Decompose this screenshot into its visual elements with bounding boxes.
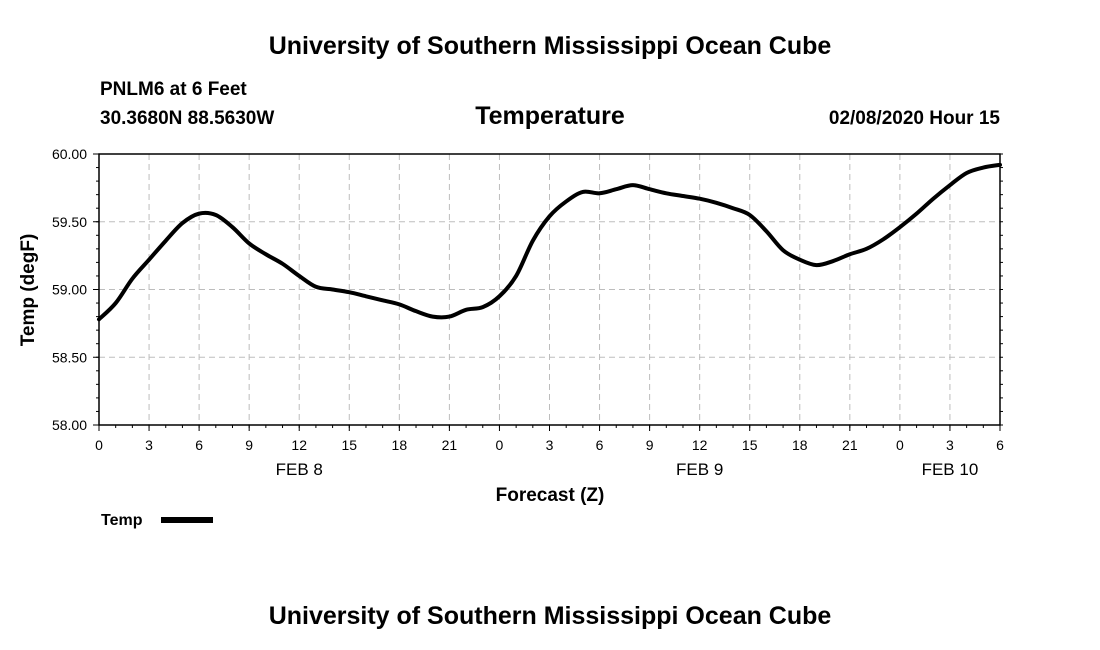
footer-title: University of Southern Mississippi Ocean… xyxy=(269,602,832,630)
x-tick-label: 6 xyxy=(996,437,1004,453)
chart-title: Temperature xyxy=(475,102,625,130)
y-tick-label: 59.50 xyxy=(52,214,87,230)
series-line-temp xyxy=(97,162,1002,322)
x-tick-label: 21 xyxy=(842,437,858,453)
y-tick-label: 58.50 xyxy=(52,349,87,365)
x-tick-label: 12 xyxy=(291,437,307,453)
y-axis: 58.00 58.50 59.00 59.50 60.00 xyxy=(52,146,1003,433)
x-tick-label: 0 xyxy=(95,437,103,453)
datetime-label: 02/08/2020 Hour 15 xyxy=(829,108,1001,129)
x-tick-label: 12 xyxy=(692,437,708,453)
x-tick-label: 21 xyxy=(442,437,458,453)
day-labels: FEB 8 FEB 9 FEB 10 xyxy=(276,460,979,479)
x-tick-label: 9 xyxy=(646,437,654,453)
grid-lines xyxy=(99,154,1000,425)
x-tick-label: 15 xyxy=(742,437,758,453)
header-title: University of Southern Mississippi Ocean… xyxy=(269,32,832,60)
x-tick-label: 0 xyxy=(496,437,504,453)
day-label: FEB 10 xyxy=(922,460,979,479)
x-tick-label: 9 xyxy=(245,437,253,453)
y-tick-label: 60.00 xyxy=(52,146,87,162)
x-tick-label: 6 xyxy=(596,437,604,453)
x-tick-label: 18 xyxy=(792,437,808,453)
y-axis-title: Temp (degF) xyxy=(18,234,39,347)
x-tick-label: 3 xyxy=(546,437,554,453)
coords-label: 30.3680N 88.5630W xyxy=(100,108,274,129)
x-tick-label: 0 xyxy=(896,437,904,453)
day-label: FEB 9 xyxy=(676,460,723,479)
x-tick-label: 6 xyxy=(195,437,203,453)
legend: Temp xyxy=(101,512,213,529)
y-tick-label: 58.00 xyxy=(52,417,87,433)
x-axis-title: Forecast (Z) xyxy=(496,485,605,506)
x-tick-label: 15 xyxy=(341,437,357,453)
x-axis: 0 3 6 9 12 15 18 21 0 3 6 9 12 15 18 21 0 3 6 xyxy=(95,425,1004,453)
y-tick-label: 59.00 xyxy=(52,282,87,298)
x-tick-label: 3 xyxy=(145,437,153,453)
day-label: FEB 8 xyxy=(276,460,323,479)
x-tick-label: 3 xyxy=(946,437,954,453)
series-group xyxy=(97,162,1002,322)
station-label: PNLM6 at 6 Feet xyxy=(100,79,247,100)
legend-label-temp: Temp xyxy=(101,512,143,529)
x-tick-label: 18 xyxy=(392,437,408,453)
